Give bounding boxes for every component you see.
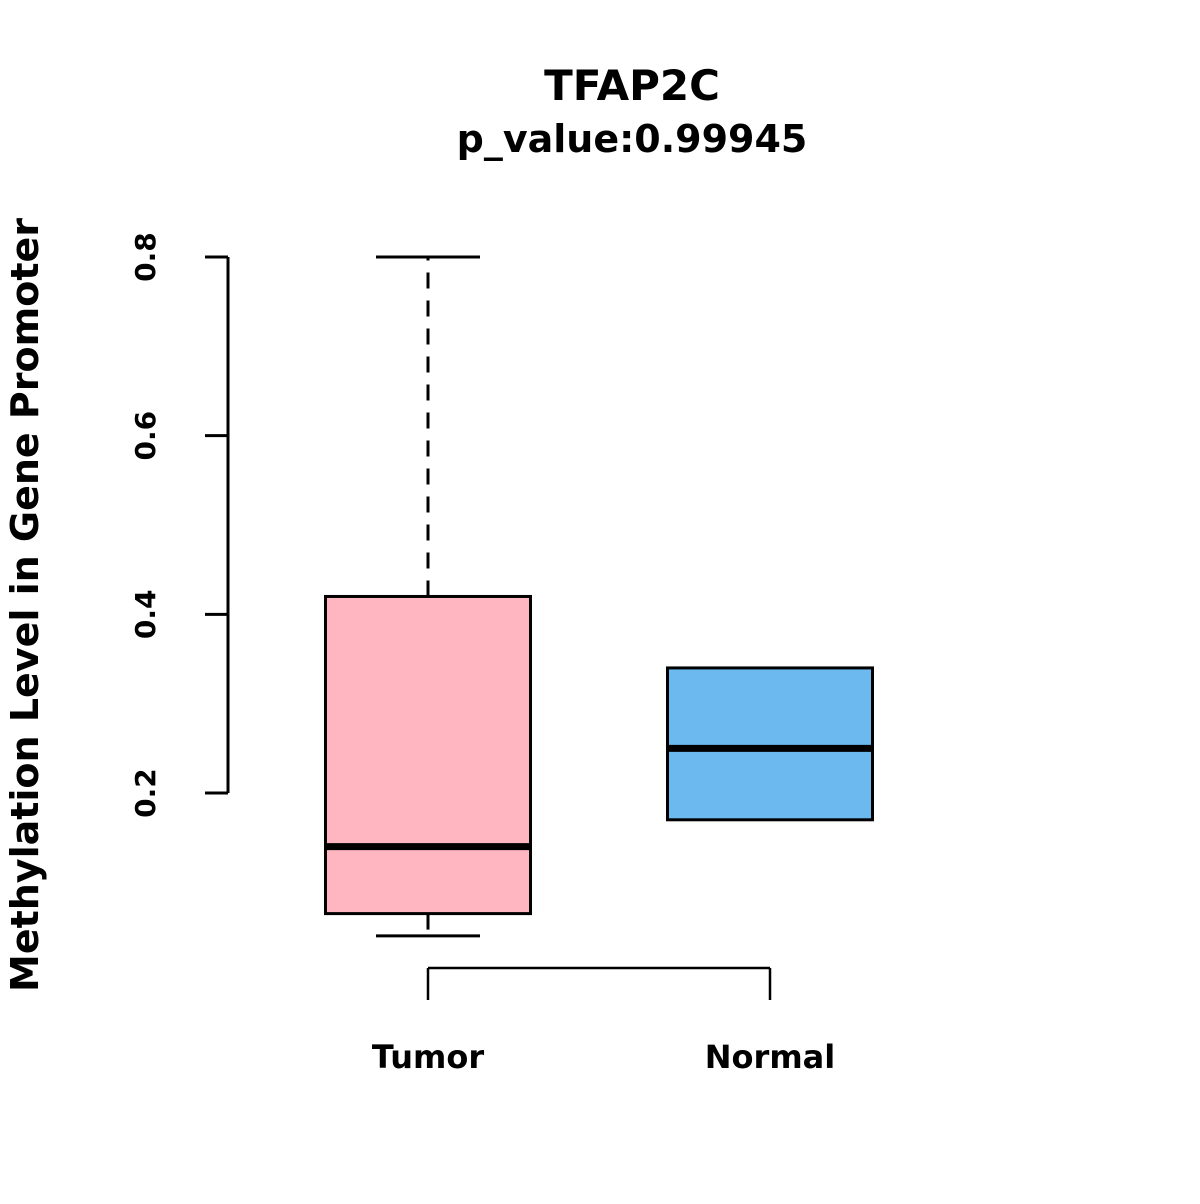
chart-title: TFAP2C	[544, 61, 720, 110]
y-axis-title: Methylation Level in Gene Promoter	[3, 218, 47, 992]
chart-subtitle: p_value:0.99945	[457, 117, 808, 161]
y-axis: 0.2 0.4 0.6 0.8	[129, 232, 230, 818]
y-tick-label-0.2: 0.2	[129, 768, 162, 818]
x-axis-labels: Tumor Normal	[372, 1038, 835, 1076]
y-tick-label-0.4: 0.4	[129, 590, 162, 640]
x-axis-label-normal: Normal	[705, 1038, 835, 1076]
tumor-box	[324, 594, 532, 916]
x-axis-label-tumor: Tumor	[372, 1038, 484, 1076]
comparison-bracket	[426, 966, 772, 1000]
box-group-normal	[666, 666, 874, 822]
normal-box	[666, 666, 874, 822]
y-tick-label-0.8: 0.8	[129, 232, 162, 282]
y-tick-label-0.6: 0.6	[129, 411, 162, 461]
box-group-tumor	[324, 255, 532, 938]
box-series	[324, 255, 874, 938]
